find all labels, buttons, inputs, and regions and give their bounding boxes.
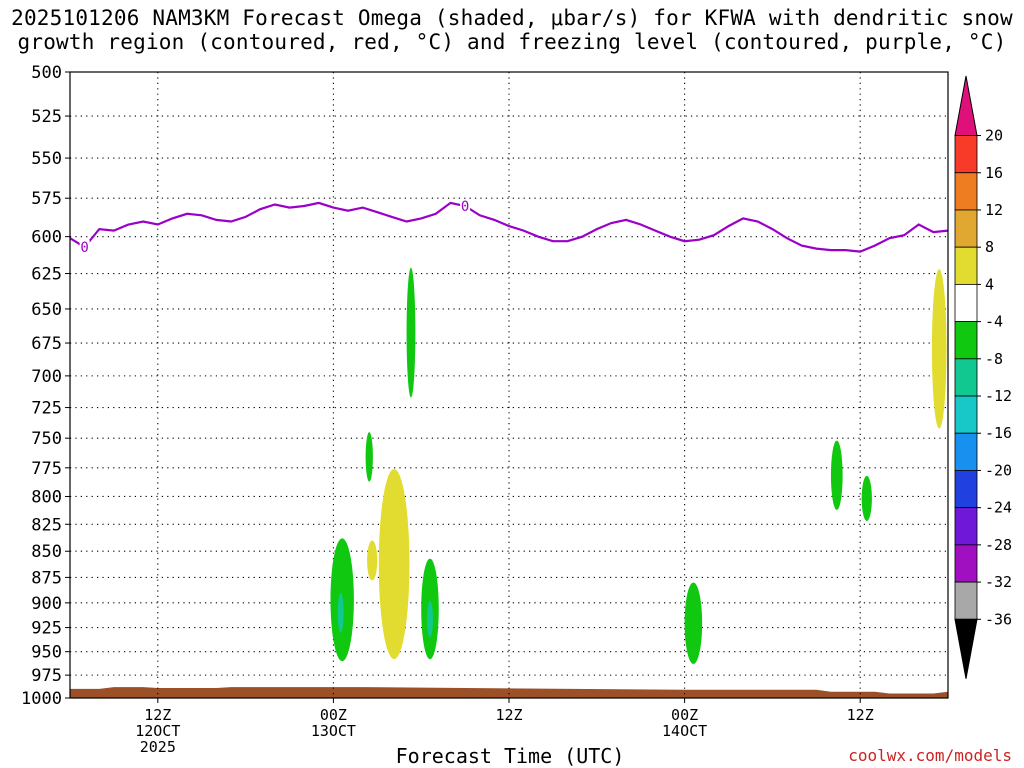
y-tick-label: 675 [31,334,62,354]
colorbar-tick-label: 16 [985,164,1003,182]
y-tick-label: 975 [31,666,62,686]
chart-title-line-2: growth region (contoured, red, °C) and f… [17,30,1007,54]
x-tick-label: 00Z [320,706,347,724]
colorbar-bin [954,321,978,360]
colorbar-arrow-bottom [954,618,978,679]
chart-title-line-1: 2025101206 NAM3KM Forecast Omega (shaded… [11,6,1013,30]
y-tick-label: 600 [31,228,62,248]
credit-link[interactable]: coolwx.com/models [848,746,1012,765]
omega-region [830,440,843,510]
colorbar-tick-label: -12 [985,387,1012,405]
x-tick-label: 14OCT [662,722,707,740]
y-tick-label: 775 [31,459,62,479]
omega-region [365,432,373,482]
colorbar-tick-label: -32 [985,573,1012,591]
omega-region [931,269,947,429]
colorbar-bin [954,358,978,397]
x-axis-title: Forecast Time (UTC) [395,744,625,768]
colorbar-tick-label: 12 [985,201,1003,219]
freezing-level-label: 0 [80,240,88,256]
omega-region [367,540,378,581]
omega-region [861,475,872,521]
x-tick-label: 2025 [140,738,176,756]
colorbar-bin [954,507,978,546]
colorbar-tick-label: -8 [985,350,1003,368]
colorbar-tick-label: -20 [985,461,1012,479]
y-tick-label: 500 [31,63,62,83]
x-tick-label: 12OCT [135,722,180,740]
omega-region [337,592,344,633]
freezing-level-line [69,201,949,253]
y-tick-label: 750 [31,429,62,449]
colorbar-tick-label: -28 [985,536,1012,554]
x-tick-label: 12Z [495,706,522,724]
terrain-fill [70,687,948,698]
x-tick-label: 12Z [144,706,171,724]
colorbar-bin [954,172,978,211]
y-tick-label: 925 [31,619,62,639]
colorbar-arrow-top [954,75,978,137]
y-tick-label: 725 [31,399,62,419]
freezing-level-label: 0 [461,199,469,215]
x-tick-label: 00Z [671,706,698,724]
plot-frame [69,71,949,699]
colorbar-tick-label: 8 [985,238,994,256]
x-tick-label: 13OCT [311,722,356,740]
y-tick-label: 1000 [21,689,62,709]
y-tick-label: 800 [31,487,62,507]
y-tick-label: 550 [31,149,62,169]
y-tick-label: 900 [31,594,62,614]
y-tick-label: 850 [31,542,62,562]
y-tick-label: 875 [31,568,62,588]
colorbar-tick-label: 20 [985,127,1003,145]
colorbar-bin [954,135,978,174]
colorbar-tick-label: -16 [985,424,1012,442]
omega-region [684,582,703,664]
colorbar-tick-label: 4 [985,275,994,293]
y-tick-label: 650 [31,300,62,320]
omega-region [378,468,410,660]
colorbar-bin [954,395,978,434]
colorbar-bin [954,470,978,509]
colorbar-bin [954,544,978,583]
x-tick-label: 12Z [847,706,874,724]
colorbar-bin [954,283,978,322]
colorbar-bin [954,581,978,620]
y-tick-label: 575 [31,189,62,209]
y-tick-label: 625 [31,265,62,285]
y-tick-label: 700 [31,367,62,387]
y-tick-label: 950 [31,643,62,663]
colorbar-bin [954,209,978,248]
colorbar-tick-label: -24 [985,499,1012,517]
colorbar-tick-label: -36 [985,610,1012,628]
y-tick-label: 825 [31,515,62,535]
colorbar-bin [954,246,978,285]
colorbar-tick-label: -4 [985,313,1003,331]
omega-region [406,267,416,398]
contour-label-bg [79,240,90,255]
y-tick-label: 525 [31,107,62,127]
contour-label-bg [460,199,471,214]
colorbar-bin [954,432,978,471]
omega-region [427,600,433,638]
